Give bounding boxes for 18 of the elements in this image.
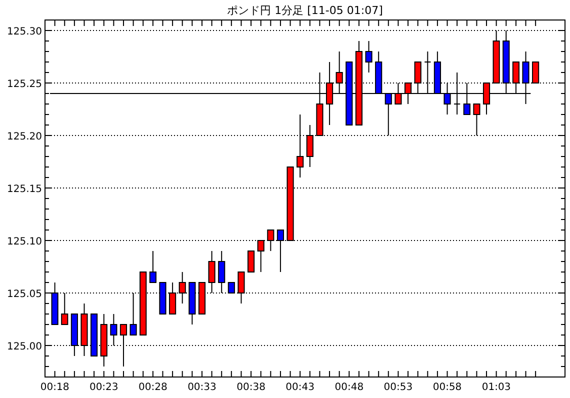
xtick-label: 00:33	[188, 382, 216, 393]
ytick-label: 125.30	[7, 26, 42, 38]
ytick-label: 125.10	[7, 236, 42, 248]
xtick-label: 00:38	[236, 382, 266, 393]
xtick-label: 00:48	[334, 382, 364, 393]
ytick-label: 125.20	[7, 132, 42, 142]
xtick-label: 01:03	[482, 382, 511, 393]
xtick-label: 00:18	[40, 382, 70, 393]
ytick-label: 125.00	[7, 342, 42, 352]
ytick-label: 125.25	[7, 79, 42, 90]
xtick-label: 00:28	[138, 382, 168, 393]
ytick-label: 125.15	[7, 184, 42, 195]
xtick-label: 00:53	[384, 382, 413, 393]
xtick-label: 00:43	[286, 382, 314, 393]
xtick-label: 00:23	[89, 382, 118, 393]
ytick-label: 125.05	[7, 289, 42, 300]
title: ポンド円 1分足 [11-05 01:07]	[227, 4, 383, 17]
xtick-label: 00:58	[432, 382, 462, 393]
